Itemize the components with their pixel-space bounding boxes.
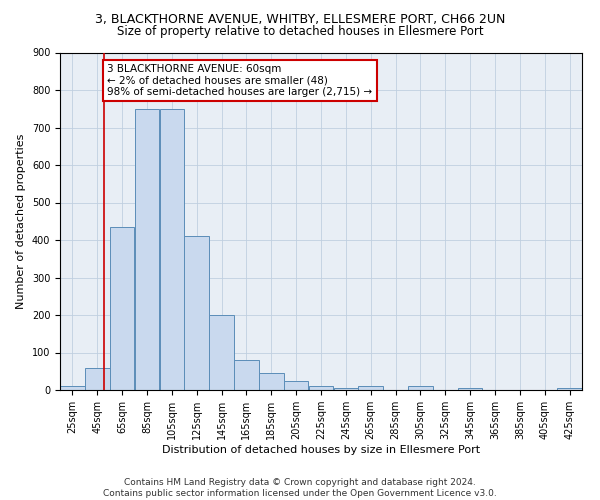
Bar <box>60 386 85 390</box>
Bar <box>135 109 159 390</box>
X-axis label: Distribution of detached houses by size in Ellesmere Port: Distribution of detached houses by size … <box>162 445 480 455</box>
Bar <box>557 388 582 390</box>
Bar <box>85 368 110 390</box>
Y-axis label: Number of detached properties: Number of detached properties <box>16 134 26 309</box>
Bar <box>160 109 184 390</box>
Bar <box>110 227 134 390</box>
Bar <box>259 373 284 390</box>
Bar <box>184 236 209 390</box>
Bar <box>234 360 259 390</box>
Bar <box>284 380 308 390</box>
Bar <box>334 388 358 390</box>
Bar <box>309 386 333 390</box>
Text: Size of property relative to detached houses in Ellesmere Port: Size of property relative to detached ho… <box>116 25 484 38</box>
Bar <box>458 388 482 390</box>
Text: 3 BLACKTHORNE AVENUE: 60sqm
← 2% of detached houses are smaller (48)
98% of semi: 3 BLACKTHORNE AVENUE: 60sqm ← 2% of deta… <box>107 64 373 97</box>
Text: 3, BLACKTHORNE AVENUE, WHITBY, ELLESMERE PORT, CH66 2UN: 3, BLACKTHORNE AVENUE, WHITBY, ELLESMERE… <box>95 12 505 26</box>
Bar <box>408 386 433 390</box>
Bar <box>209 315 234 390</box>
Bar <box>358 386 383 390</box>
Text: Contains HM Land Registry data © Crown copyright and database right 2024.
Contai: Contains HM Land Registry data © Crown c… <box>103 478 497 498</box>
